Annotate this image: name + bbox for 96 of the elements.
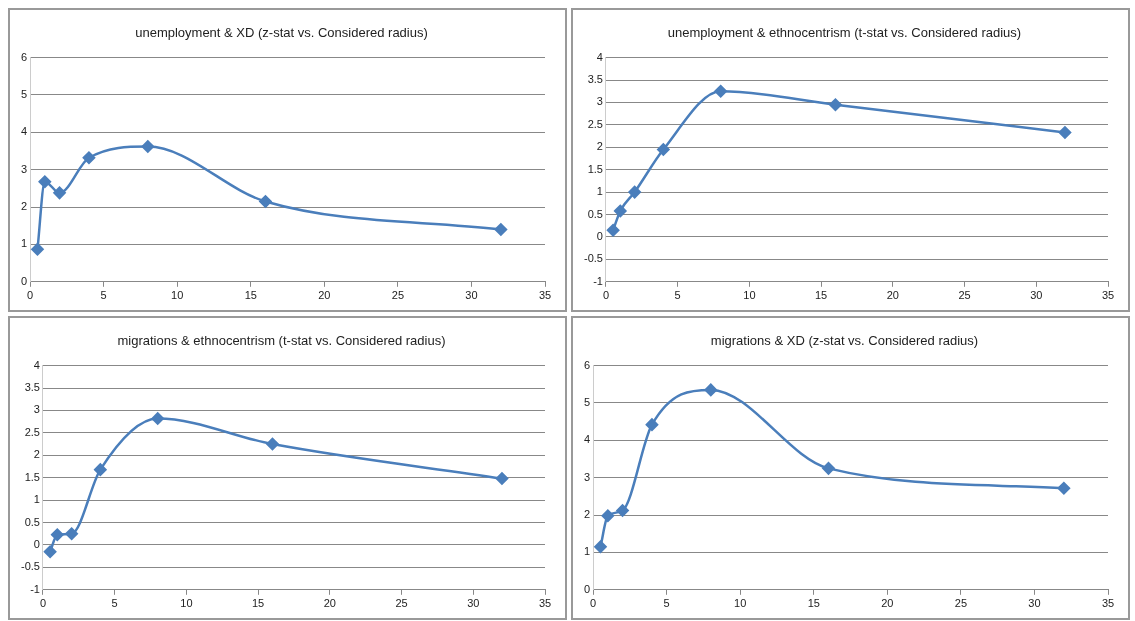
point	[38, 175, 52, 188]
y-tick-label: 6	[583, 358, 591, 371]
x-tick-label: 20	[886, 289, 899, 302]
point	[141, 140, 155, 153]
y-tick-label: 2	[33, 448, 40, 461]
point	[495, 472, 509, 485]
y-tick-label: -1	[593, 274, 603, 287]
y-tick-label: 2.5	[24, 425, 40, 438]
point	[645, 418, 659, 431]
point	[94, 463, 107, 476]
x-tick-label: 35	[538, 597, 552, 610]
x-tick-label: 10	[180, 597, 193, 610]
point	[704, 383, 718, 397]
x-tick-label: 25	[395, 597, 408, 610]
x-tick-label: 30	[465, 289, 478, 302]
y-tick-label: 3	[33, 403, 40, 416]
point	[606, 223, 620, 237]
point	[494, 223, 508, 236]
x-tick-label: 15	[814, 289, 828, 302]
y-tick-label: 5	[20, 88, 28, 100]
point	[43, 545, 57, 558]
y-tick-label: 2	[583, 508, 591, 521]
point	[82, 151, 96, 164]
x-tick-label: 35	[538, 289, 552, 302]
x-tick-label: 5	[111, 597, 118, 610]
y-tick-label: 6	[20, 50, 28, 63]
y-tick-label: 1	[596, 185, 603, 198]
point	[65, 527, 78, 540]
y-tick-label: 0	[20, 274, 28, 287]
x-tick-label: 20	[318, 289, 331, 302]
y-tick-label: 3	[583, 470, 591, 483]
point	[266, 437, 279, 451]
x-tick-label: 20	[881, 597, 894, 610]
point	[53, 186, 66, 200]
x-tick-label: 15	[807, 597, 820, 610]
point	[714, 84, 727, 98]
y-tick-label: 0.5	[24, 515, 40, 528]
x-tick-label: 10	[734, 597, 747, 610]
y-tick-label: 5	[583, 396, 591, 408]
chart-title: migrations & XD (z-stat vs. Considered radius)	[710, 333, 979, 349]
point	[822, 462, 835, 475]
point	[601, 509, 615, 523]
point	[616, 504, 629, 517]
y-tick-label: 0	[596, 229, 603, 242]
x-tick-label: 5	[100, 289, 107, 302]
point	[259, 195, 272, 208]
y-tick-label: 1	[583, 545, 591, 558]
y-tick-label: 4	[583, 433, 591, 446]
y-tick-label: 0	[583, 582, 591, 595]
point	[657, 143, 670, 156]
point	[31, 243, 44, 256]
point	[614, 204, 627, 218]
y-tick-label: -0.5	[583, 252, 603, 265]
x-tick-label: 30	[1030, 289, 1043, 302]
x-tick-label: 5	[663, 597, 670, 610]
chart-title: unemployment & ethnocentrism (t-stat vs. Considered radius)	[667, 25, 1022, 41]
x-tick-label: 15	[244, 289, 257, 302]
x-tick-label: 20	[323, 597, 336, 610]
x-tick-label: 25	[958, 289, 971, 302]
y-tick-label: 3.5	[587, 73, 603, 86]
y-tick-label: 3.5	[24, 381, 40, 394]
x-tick-label: 5	[674, 289, 681, 302]
point	[1058, 126, 1072, 139]
y-tick-label: 4	[33, 358, 40, 371]
y-tick-label: 2	[20, 200, 28, 213]
point	[829, 98, 842, 111]
y-tick-label: 3	[20, 162, 28, 175]
chart-title: unemployment & XD (z-stat vs. Considered radius)	[135, 25, 428, 41]
y-tick-label: 2.5	[587, 117, 603, 130]
x-tick-label: 30	[467, 597, 480, 610]
y-tick-label: 3	[596, 95, 603, 108]
y-tick-label: 1.5	[24, 470, 40, 483]
point	[151, 412, 164, 425]
y-tick-label: 0.5	[587, 207, 603, 220]
point	[628, 185, 641, 199]
y-tick-label: 1	[20, 237, 28, 250]
point	[1057, 481, 1071, 495]
y-tick-label: 4	[20, 125, 28, 138]
x-tick-label: 10	[743, 289, 756, 302]
point	[594, 540, 607, 554]
x-tick-label: 25	[391, 289, 405, 302]
x-tick-label: 35	[1101, 289, 1115, 302]
y-tick-label: 4	[596, 50, 603, 63]
y-tick-label: -0.5	[20, 560, 40, 573]
y-tick-label: 1	[33, 493, 40, 506]
x-tick-label: 35	[1101, 597, 1115, 610]
y-tick-label: 0	[33, 537, 40, 550]
x-tick-label: 30	[1028, 597, 1041, 610]
x-tick-label: 25	[954, 597, 968, 610]
point	[51, 528, 64, 541]
x-tick-label: 10	[171, 289, 184, 302]
x-tick-label: 15	[251, 597, 265, 610]
chart-title: migrations & ethnocentrism (t-stat vs. Considered radius)	[117, 333, 446, 349]
y-tick-label: 2	[596, 140, 603, 153]
y-tick-label: -1	[30, 582, 40, 595]
y-tick-label: 1.5	[587, 162, 603, 175]
